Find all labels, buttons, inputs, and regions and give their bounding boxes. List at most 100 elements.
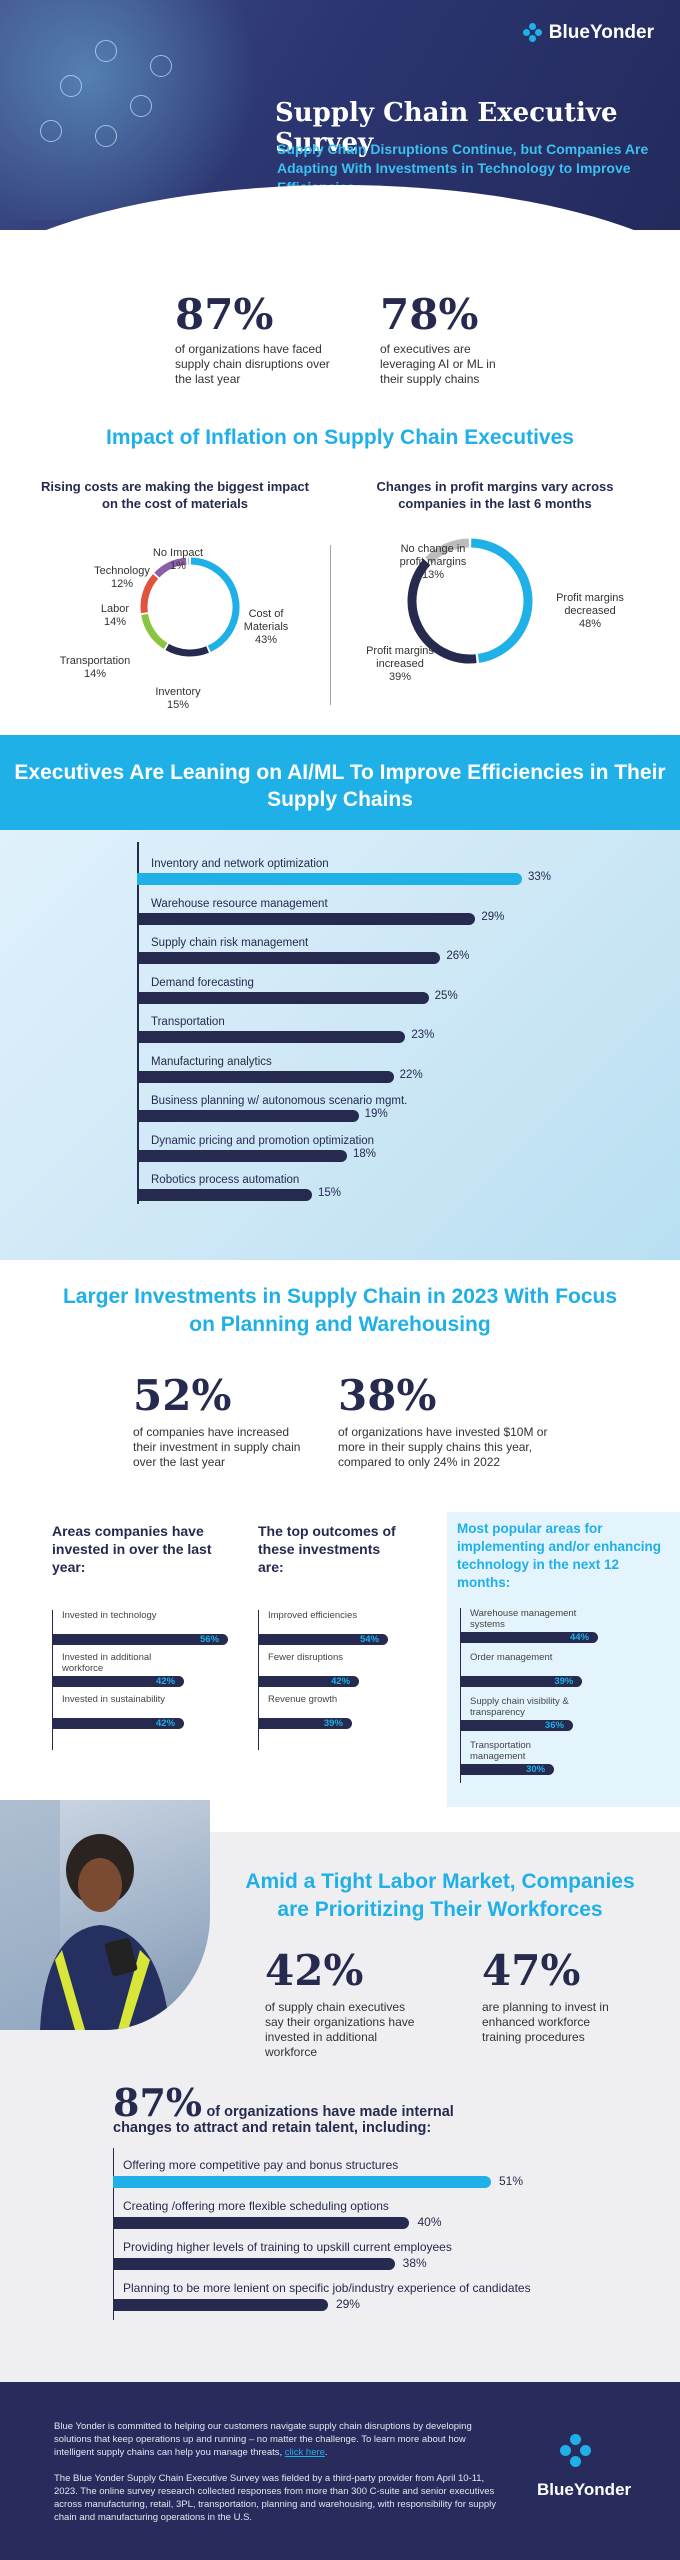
footer-paragraph-1: Blue Yonder is committed to helping our … [54,2420,504,2459]
ai-bar-value: 18% [353,1147,377,1160]
mini-bar-value: 30% [526,1764,546,1775]
labor-bar-label: Planning to be more lenient on specific … [123,2281,531,2295]
donut-slice-labor [140,574,159,614]
ai-bar [137,912,476,925]
mini-bar [258,1676,360,1687]
ai-bar-value: 33% [528,871,552,883]
mini-bar [52,1676,184,1687]
donut-label: Technology 12% [94,565,150,590]
ai-bar-label: Inventory and network optimization [151,858,329,870]
donut-label: Profit margins increased 39% [366,645,434,683]
labor-bar [113,2299,328,2311]
donut-label: No change in profit margins 13% [399,543,467,581]
stat-value: 78% [380,290,479,339]
ai-bar-label: Warehouse resource management [151,897,328,910]
mini-bar-value: 42% [156,1676,176,1687]
divider [330,545,331,705]
ai-bar [137,952,441,964]
brand-logo[interactable]: BlueYonder [522,22,654,44]
retain-stat-value: 87% [113,2080,202,2125]
mini-bar-value: 42% [331,1676,351,1687]
donut-label: Inventory 15% [155,686,201,711]
mini-bar [258,1718,352,1729]
mini-bar-value: 44% [570,1632,590,1643]
stat-text: of organizations have invested $10M or m… [338,1425,548,1469]
retain-stat-text-1: of organizations have made internal [206,2104,454,2120]
footer-text: Blue Yonder is committed to helping our … [54,2421,472,2458]
footer-text-end: . [324,2447,328,2458]
donut-slice-transportation [141,613,168,649]
labor-axis [113,2148,114,2320]
ai-heading: Executives Are Leaning on AI/ML To Impro… [14,761,666,811]
stat-text: of companies have increased their invest… [133,1425,301,1469]
donut-slice-cost-of-materials [190,557,240,652]
ai-bar-label: Business planning w/ autonomous scenario… [151,1095,408,1107]
investment-heading: Larger Investments in Supply Chain in 20… [0,1283,680,1339]
labor-bar-value: 40% [417,2215,442,2229]
mini-bar [460,1720,573,1731]
worker-illustration-icon [0,1800,170,2030]
donut-label: Labor 14% [100,603,130,628]
stat-text: of organizations have faced supply chain… [175,342,330,386]
ai-bar-label: Dynamic pricing and promotion optimizati… [151,1134,375,1147]
ai-bar-label: Demand forecasting [151,976,254,989]
donut-slice-technology [154,557,187,578]
mini-bar-label: Invested in sustainability [62,1694,165,1705]
mini-bar-label: Supply chain visibility & transparency [470,1696,569,1718]
stat-text: are planning to invest in enhanced workf… [482,2000,609,2044]
stat-value: 42% [265,1946,364,1995]
mini-bar [460,1764,555,1775]
labor-heading: Amid a Tight Labor Market, Companies are… [200,1868,680,1924]
stat-value: 52% [133,1371,232,1420]
labor-bar [113,2176,491,2188]
margins-chart-title: Changes in profit margins vary across co… [376,479,614,511]
footer-logo-mark-icon [560,2434,591,2468]
labor-bar-value: 51% [499,2174,524,2188]
mini-bar [52,1718,184,1729]
stat-10m-investment: 38% of organizations have invested $10M … [338,1373,558,1470]
ai-bar-value: 25% [434,989,458,1002]
mini-bar-label: Transportation management [470,1740,531,1762]
stat-ai-ml: 78% of executives are leveraging AI or M… [380,292,520,387]
stat-disruptions: 87% of organizations have faced supply c… [175,292,345,387]
labor-bar [113,2217,410,2229]
mini-bar-value: 39% [554,1676,574,1687]
ai-band: Executives Are Leaning on AI/ML To Impro… [0,735,680,830]
mini-bar-label: Fewer disruptions [268,1652,343,1663]
labor-bar [113,2258,395,2270]
mini-bar-label: Improved efficiencies [268,1610,358,1621]
donut-label: No Impact 1% [152,547,204,572]
areas-invested-title: Areas companies have invested in over th… [52,1523,212,1575]
footer-paragraph-2: The Blue Yonder Supply Chain Executive S… [54,2473,496,2523]
ai-bar [137,1189,312,1201]
mini-bar-value: 56% [200,1634,220,1645]
labor-bar-value: 38% [402,2256,427,2270]
ai-bar-label: Robotics process automation [151,1174,300,1186]
stat-increased-investment: 52% of companies have increased their in… [133,1373,303,1470]
donut-slice-profit-margins-decreased [470,538,533,663]
donut-slice-no-change-in-profit-margins [425,538,470,564]
donut-slice-inventory [165,643,209,657]
investment-heading-text: Larger Investments in Supply Chain in 20… [62,1285,618,1336]
click-here-link[interactable]: click here [284,2447,325,2458]
axis [460,1608,461,1783]
hero-banner: BlueYonder Supply Chain Executive Survey… [0,0,680,230]
brand-name: BlueYonder [548,22,654,43]
ai-bar-label: Transportation [151,1016,225,1028]
mini-bar-value: 36% [544,1720,564,1731]
labor-bar-label: Creating /offering more flexible schedul… [123,2199,389,2213]
retain-talent-headline: 87% of organizations have made internal … [113,2080,633,2136]
logo-mark-icon [522,23,543,43]
stat-value: 38% [338,1371,437,1420]
mini-bar-value: 54% [360,1634,380,1645]
stat-text: of supply chain executives say their org… [265,2000,415,2059]
stat-value: 87% [175,290,274,339]
ai-bar [137,991,429,1004]
ai-chart-background [0,830,680,1260]
labor-bar-value: 29% [335,2297,360,2311]
donut-label: Transportation 14% [59,655,131,680]
ai-bar-value: 19% [364,1108,388,1120]
ai-bar-label: Supply chain risk management [151,937,309,949]
mini-bar [460,1676,583,1687]
